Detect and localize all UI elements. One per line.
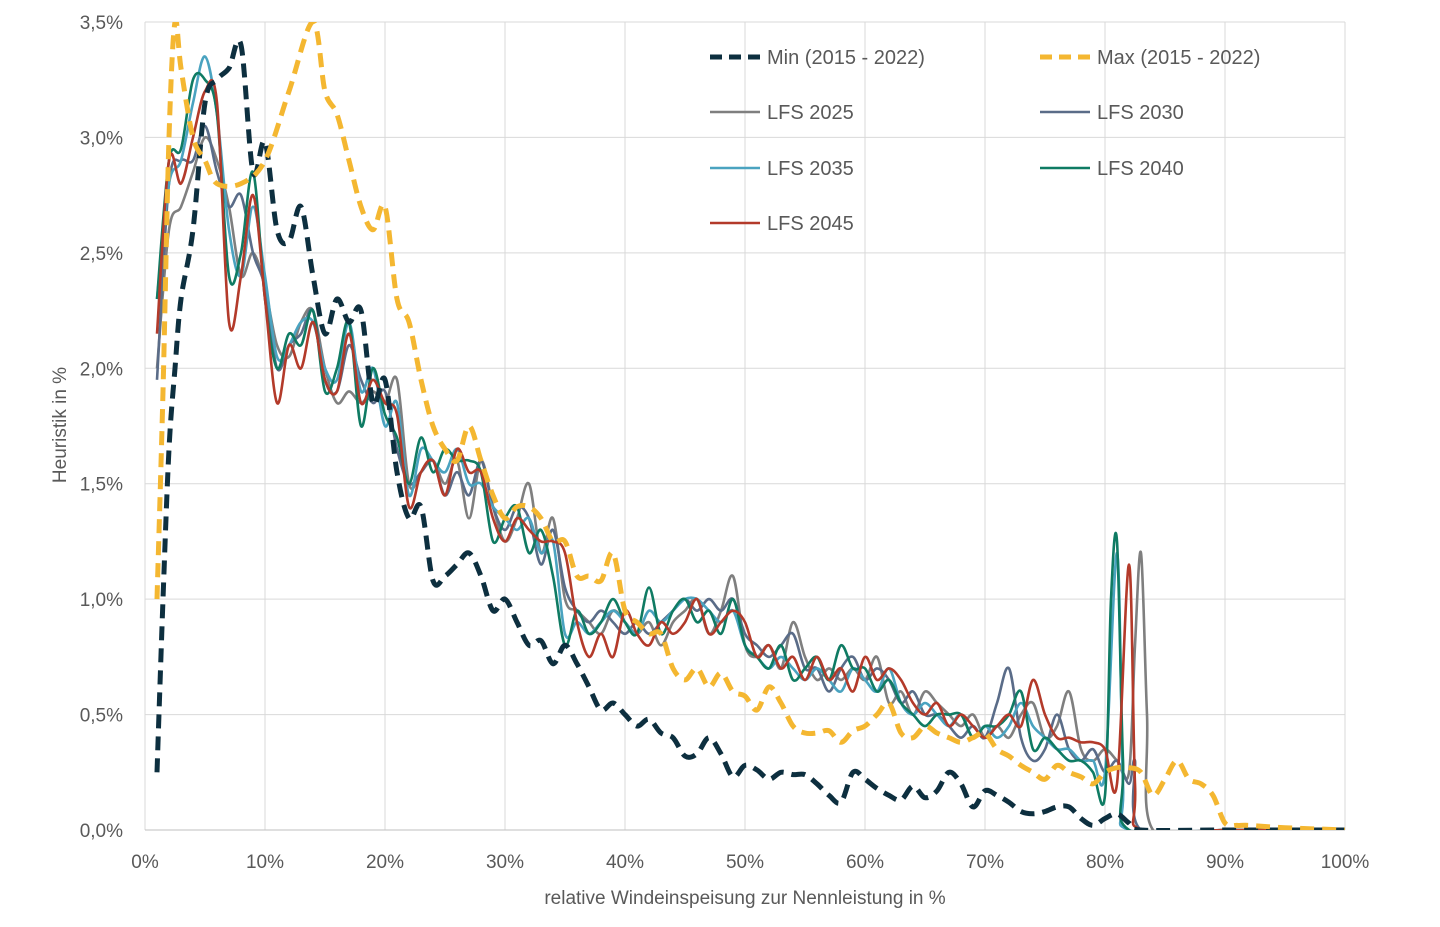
grid: [144, 21, 1346, 831]
y-tick-label: 3,5%: [80, 13, 123, 34]
x-tick-label: 100%: [1321, 852, 1370, 873]
series-line-3: [155, 136, 1345, 830]
x-tick-label: 0%: [131, 852, 159, 873]
y-tick-label: 3,0%: [80, 128, 123, 149]
legend-item: LFS 2035: [710, 158, 854, 180]
series-line-7: [155, 78, 1345, 830]
legend-label: Max (2015 - 2022): [1097, 47, 1260, 69]
legend-label: LFS 2030: [1097, 102, 1184, 124]
x-tick-label: 60%: [846, 852, 884, 873]
y-tick-label: 0,5%: [80, 706, 123, 727]
x-tick-label: 10%: [246, 852, 284, 873]
legend-item: Min (2015 - 2022): [710, 47, 925, 69]
series-line-2: [154, 22, 1345, 830]
y-tick-label: 2,0%: [80, 359, 123, 380]
y-tick-label: 2,5%: [80, 244, 123, 265]
x-tick-label: 70%: [966, 852, 1004, 873]
series-line-4: [155, 124, 1345, 830]
legend: Min (2015 - 2022) Max (2015 - 2022) LFS 20…: [710, 47, 1260, 235]
legend-label: Min (2015 - 2022): [767, 47, 925, 69]
x-tick-label: 40%: [606, 852, 644, 873]
x-tick-label: 90%: [1206, 852, 1244, 873]
legend-item: LFS 2040: [1040, 158, 1184, 180]
legend-label: LFS 2025: [767, 102, 854, 124]
legend-item: LFS 2025: [710, 102, 854, 124]
x-tick-label: 20%: [366, 852, 404, 873]
legend-item: Max (2015 - 2022): [1040, 47, 1260, 69]
y-axis-title: Heuristik in %: [50, 367, 71, 483]
legend-label: LFS 2045: [767, 213, 854, 235]
x-axis-title: relative Windeinspeisung zur Nennleistun…: [544, 888, 945, 909]
x-tick-label: 30%: [486, 852, 524, 873]
legend-item: LFS 2045: [710, 213, 854, 235]
x-tick-label: 50%: [726, 852, 764, 873]
series-line-1: [154, 38, 1345, 830]
legend-label: LFS 2040: [1097, 158, 1184, 180]
y-tick-label: 1,5%: [80, 475, 123, 496]
y-tick-label: 1,0%: [80, 590, 123, 611]
x-tick-label: 80%: [1086, 852, 1124, 873]
series-lines: [154, 22, 1345, 830]
legend-label: LFS 2035: [767, 158, 854, 180]
y-tick-label: 0,0%: [80, 821, 123, 842]
legend-item: LFS 2030: [1040, 102, 1184, 124]
series-line-6: [155, 71, 1345, 830]
axes: 0% 10% 20% 30% 40% 50% 60% 70% 80% 90% 100% 0,0% 0,5…: [80, 13, 1370, 873]
